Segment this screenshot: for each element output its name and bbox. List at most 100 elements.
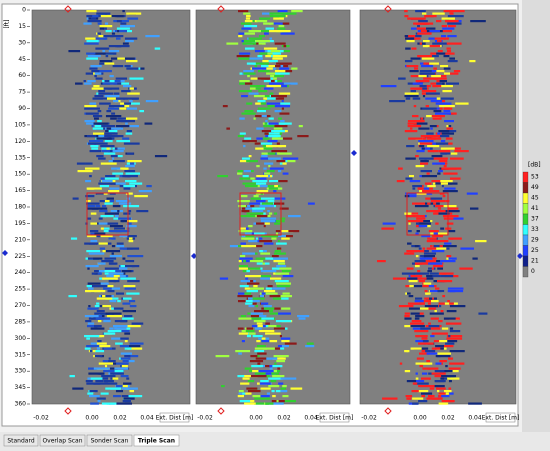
scan-pixel — [98, 270, 105, 273]
scan-pixel — [103, 287, 112, 290]
scan-pixel — [94, 95, 104, 98]
tab-label[interactable]: Sonder Scan — [91, 438, 129, 445]
scan-pixel — [279, 162, 283, 165]
scan-pixel — [258, 35, 265, 38]
scan-pixel — [413, 122, 428, 125]
scan-pixel — [241, 340, 245, 343]
scan-pixel — [98, 90, 106, 93]
scan-pixel — [103, 152, 116, 155]
scan-pixel — [268, 377, 283, 380]
scan-pixel — [261, 65, 274, 68]
scan-pixel — [441, 327, 449, 330]
scan-pixel — [246, 212, 251, 215]
scan-pixel — [444, 37, 449, 40]
scan-pixel — [377, 260, 386, 263]
scan-pixel — [423, 252, 437, 255]
scan-pixel — [267, 105, 274, 108]
scan-pixel — [87, 235, 98, 238]
scan-pixel — [419, 142, 433, 145]
scan-pixel — [424, 15, 437, 18]
scan-pixel — [440, 140, 446, 143]
scan-pixel — [271, 137, 283, 140]
scan-pixel — [85, 72, 98, 75]
tab[interactable] — [3, 434, 39, 447]
scan-pixel — [254, 65, 258, 68]
tab[interactable] — [39, 434, 86, 447]
tab-label[interactable]: Overlap Scan — [42, 438, 82, 445]
scan-pixel — [249, 57, 263, 60]
scan-pixel — [414, 317, 420, 320]
scan-pixel — [443, 67, 451, 70]
scan-pixel — [99, 25, 113, 28]
tab-label[interactable]: Standard — [7, 438, 34, 445]
legend-label: 0 — [531, 268, 535, 275]
scan-pixel — [422, 147, 425, 150]
scan-pixel — [428, 377, 431, 380]
scan-pixel — [252, 395, 261, 398]
scan-pixel — [410, 87, 420, 90]
scan-pixel — [240, 280, 256, 283]
scan-pixel — [281, 270, 291, 273]
scan-pixel — [265, 132, 272, 135]
legend-label: 41 — [531, 205, 539, 212]
scan-pixel — [273, 190, 277, 193]
scan-pixel — [265, 27, 274, 30]
scan-pixel — [102, 50, 106, 53]
scan-pixel — [254, 232, 265, 235]
scan-pixel — [264, 162, 274, 165]
scan-pixel — [226, 42, 239, 45]
scan-pixel — [281, 400, 296, 403]
scan-pixel — [269, 180, 279, 183]
scan-pixel — [431, 397, 443, 400]
scan-pixel — [246, 387, 258, 390]
scan-pixel — [435, 142, 449, 145]
tab[interactable] — [86, 434, 133, 447]
scan-pixel — [269, 295, 281, 298]
scan-pixel — [120, 220, 130, 223]
scan-pixel — [430, 317, 439, 320]
scan-pixel — [267, 200, 275, 203]
scan-pixel — [440, 180, 453, 183]
scan-pixel — [241, 112, 256, 115]
scan-pixel — [410, 312, 420, 315]
scan-pixel — [97, 20, 102, 23]
tab[interactable] — [133, 434, 180, 447]
scan-pixel — [430, 245, 433, 248]
scan-pixel — [241, 210, 247, 213]
scan-pixel — [267, 285, 273, 288]
scan-pixel — [259, 240, 273, 243]
depth-tick-label: 135 — [15, 154, 27, 161]
scan-pixel — [97, 400, 101, 403]
scan-pixel — [265, 402, 269, 405]
scan-pixel — [104, 215, 114, 218]
scan-pixel — [125, 192, 133, 195]
scan-pixel — [430, 127, 433, 130]
scan-pixel — [431, 347, 444, 350]
scan-pixel — [242, 175, 249, 178]
scan-pixel — [448, 335, 451, 338]
tab-label[interactable]: Triple Scan — [138, 438, 175, 445]
scan-pixel — [282, 292, 290, 295]
scan-pixel — [277, 27, 286, 30]
scan-pixel — [96, 397, 106, 400]
scan-pixel — [100, 270, 117, 273]
scan-pixel — [447, 112, 457, 115]
scan-pixel — [407, 120, 423, 123]
scan-pixel — [83, 22, 92, 25]
scan-pixel — [382, 222, 396, 225]
scan-pixel — [415, 372, 418, 375]
scan-pixel — [282, 172, 289, 175]
scan-pixel — [427, 237, 437, 240]
scan-pixel — [421, 147, 431, 150]
scan-pixel — [271, 267, 280, 270]
scan-pixel — [392, 277, 407, 280]
scan-pixel — [246, 15, 251, 18]
scan-pixel — [276, 97, 285, 100]
scan-pixel — [90, 65, 99, 68]
scan-pixel — [421, 372, 428, 375]
scan-pixel — [268, 60, 278, 63]
scan-pixel — [273, 17, 284, 20]
scan-pixel — [441, 375, 451, 378]
scan-pixel — [84, 82, 92, 85]
